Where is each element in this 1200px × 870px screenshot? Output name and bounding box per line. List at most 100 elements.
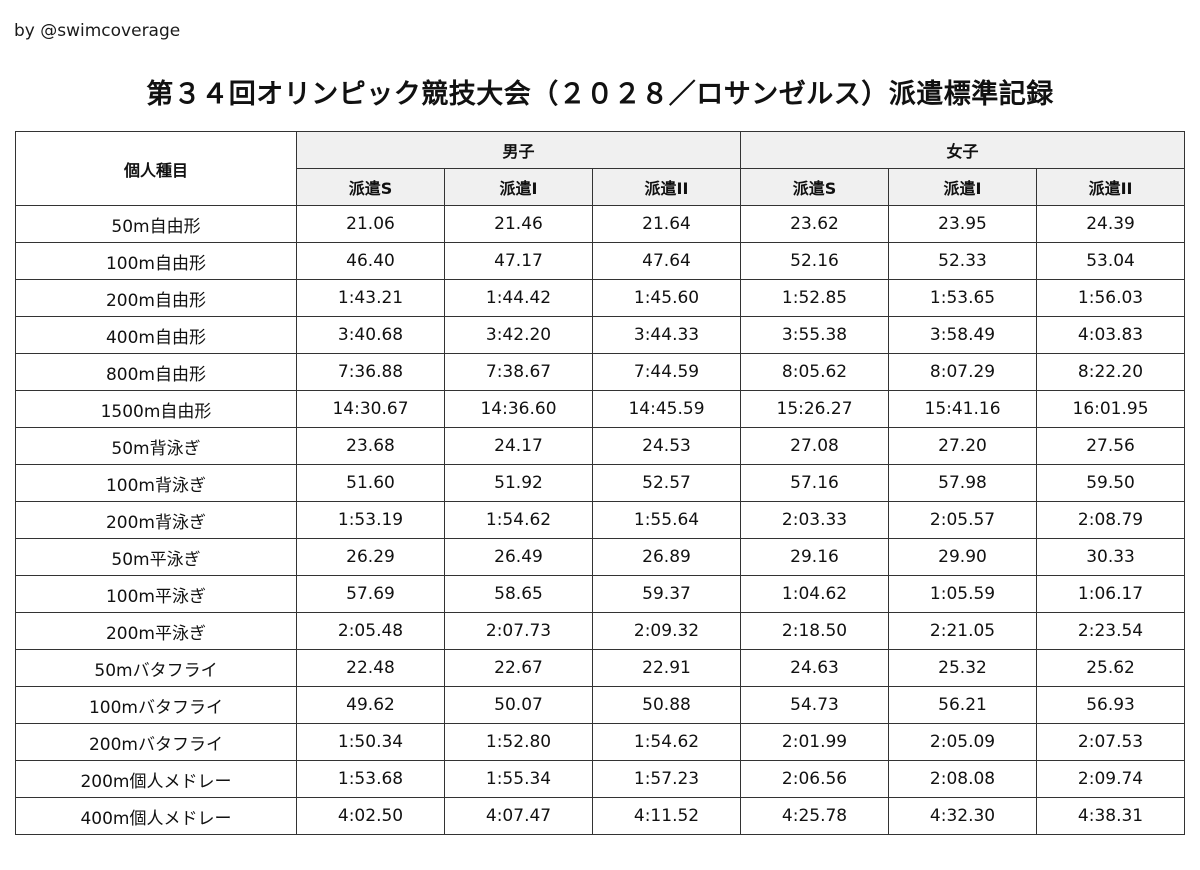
table-row: 200mバタフライ 1:50.34 1:52.80 1:54.62 2:01.99 2:0…: [15, 723, 1186, 761]
record-cell: 16:01.95: [1036, 390, 1186, 428]
table-row: 1500m自由形 14:30.67 14:36.60 14:45.59 15:26.27…: [15, 390, 1186, 428]
group-header-women: 女子: [740, 131, 1186, 169]
event-cell: 800m自由形: [15, 353, 297, 391]
record-cell: 1:52.80: [444, 723, 593, 761]
record-cell: 56.93: [1036, 686, 1186, 724]
record-cell: 7:36.88: [296, 353, 445, 391]
record-cell: 26.29: [296, 538, 445, 576]
event-cell: 100m平泳ぎ: [15, 575, 297, 613]
record-cell: 23.68: [296, 427, 445, 465]
table-row: 50m背泳ぎ 23.68 24.17 24.53 27.08 27.20 27.56: [15, 427, 1186, 465]
event-cell: 1500m自由形: [15, 390, 297, 428]
record-cell: 1:54.62: [444, 501, 593, 539]
table-row: 50mバタフライ 22.48 22.67 22.91 24.63 25.32 25.62: [15, 649, 1186, 687]
record-cell: 23.62: [740, 205, 890, 243]
record-cell: 4:07.47: [444, 797, 593, 835]
record-cell: 57.16: [740, 464, 890, 502]
record-cell: 2:07.53: [1036, 723, 1186, 761]
record-cell: 3:42.20: [444, 316, 593, 354]
record-cell: 4:32.30: [888, 797, 1038, 835]
record-cell: 49.62: [296, 686, 445, 724]
record-cell: 59.37: [591, 575, 742, 613]
record-cell: 1:44.42: [444, 279, 593, 317]
records-table: 個人種目 男子 女子 派遣S 派遣I 派遣II 派遣S 派遣I 派遣II 50m…: [15, 131, 1186, 835]
record-cell: 2:09.74: [1036, 760, 1186, 798]
subheader-women-s: 派遣S: [740, 168, 890, 206]
record-cell: 52.16: [740, 242, 890, 280]
record-cell: 2:09.32: [591, 612, 742, 650]
event-cell: 100m背泳ぎ: [15, 464, 297, 502]
record-cell: 47.17: [444, 242, 593, 280]
event-cell: 100m自由形: [15, 242, 297, 280]
record-cell: 2:21.05: [888, 612, 1038, 650]
record-cell: 4:38.31: [1036, 797, 1186, 835]
record-cell: 51.60: [296, 464, 445, 502]
table-row: 50m自由形 21.06 21.46 21.64 23.62 23.95 24.39: [15, 205, 1186, 243]
table-row: 100mバタフライ 49.62 50.07 50.88 54.73 56.21 56.93: [15, 686, 1186, 724]
record-cell: 23.95: [888, 205, 1038, 243]
record-cell: 1:05.59: [888, 575, 1038, 613]
table-body: 50m自由形 21.06 21.46 21.64 23.62 23.95 24.39 100m…: [15, 205, 1186, 835]
record-cell: 59.50: [1036, 464, 1186, 502]
record-cell: 51.92: [444, 464, 593, 502]
record-cell: 7:44.59: [591, 353, 742, 391]
subheader-women-i: 派遣I: [888, 168, 1038, 206]
record-cell: 4:11.52: [591, 797, 742, 835]
record-cell: 2:05.48: [296, 612, 445, 650]
record-cell: 22.48: [296, 649, 445, 687]
record-cell: 14:36.60: [444, 390, 593, 428]
record-cell: 54.73: [740, 686, 890, 724]
table-row: 400m自由形 3:40.68 3:42.20 3:44.33 3:55.38 3:58.…: [15, 316, 1186, 354]
table-row: 50m平泳ぎ 26.29 26.49 26.89 29.16 29.90 30.33: [15, 538, 1186, 576]
record-cell: 53.04: [1036, 242, 1186, 280]
record-cell: 1:45.60: [591, 279, 742, 317]
record-cell: 14:45.59: [591, 390, 742, 428]
record-cell: 1:43.21: [296, 279, 445, 317]
record-cell: 58.65: [444, 575, 593, 613]
table-row: 100m自由形 46.40 47.17 47.64 52.16 52.33 53.04: [15, 242, 1186, 280]
record-cell: 3:40.68: [296, 316, 445, 354]
record-cell: 24.17: [444, 427, 593, 465]
record-cell: 24.53: [591, 427, 742, 465]
record-cell: 29.16: [740, 538, 890, 576]
record-cell: 52.33: [888, 242, 1038, 280]
event-cell: 50m背泳ぎ: [15, 427, 297, 465]
event-cell: 50m平泳ぎ: [15, 538, 297, 576]
record-cell: 1:57.23: [591, 760, 742, 798]
event-cell: 200m個人メドレー: [15, 760, 297, 798]
event-cell: 200m平泳ぎ: [15, 612, 297, 650]
record-cell: 47.64: [591, 242, 742, 280]
record-cell: 50.07: [444, 686, 593, 724]
record-cell: 1:50.34: [296, 723, 445, 761]
event-column-header: 個人種目: [15, 131, 297, 206]
record-cell: 3:55.38: [740, 316, 890, 354]
record-cell: 27.20: [888, 427, 1038, 465]
record-cell: 21.06: [296, 205, 445, 243]
event-cell: 50mバタフライ: [15, 649, 297, 687]
record-cell: 1:54.62: [591, 723, 742, 761]
record-cell: 27.08: [740, 427, 890, 465]
table-row: 100m背泳ぎ 51.60 51.92 52.57 57.16 57.98 59.50: [15, 464, 1186, 502]
record-cell: 30.33: [1036, 538, 1186, 576]
record-cell: 29.90: [888, 538, 1038, 576]
record-cell: 1:56.03: [1036, 279, 1186, 317]
record-cell: 8:05.62: [740, 353, 890, 391]
record-cell: 3:44.33: [591, 316, 742, 354]
record-cell: 26.49: [444, 538, 593, 576]
record-cell: 15:41.16: [888, 390, 1038, 428]
subheader-men-i: 派遣I: [444, 168, 593, 206]
record-cell: 2:23.54: [1036, 612, 1186, 650]
record-cell: 1:53.68: [296, 760, 445, 798]
event-cell: 400m自由形: [15, 316, 297, 354]
record-cell: 15:26.27: [740, 390, 890, 428]
table-row: 200m自由形 1:43.21 1:44.42 1:45.60 1:52.85 1:53.…: [15, 279, 1186, 317]
record-cell: 4:02.50: [296, 797, 445, 835]
event-cell: 100mバタフライ: [15, 686, 297, 724]
record-cell: 2:03.33: [740, 501, 890, 539]
record-cell: 46.40: [296, 242, 445, 280]
record-cell: 1:04.62: [740, 575, 890, 613]
record-cell: 4:25.78: [740, 797, 890, 835]
record-cell: 22.67: [444, 649, 593, 687]
subheader-women-ii: 派遣II: [1036, 168, 1186, 206]
record-cell: 14:30.67: [296, 390, 445, 428]
